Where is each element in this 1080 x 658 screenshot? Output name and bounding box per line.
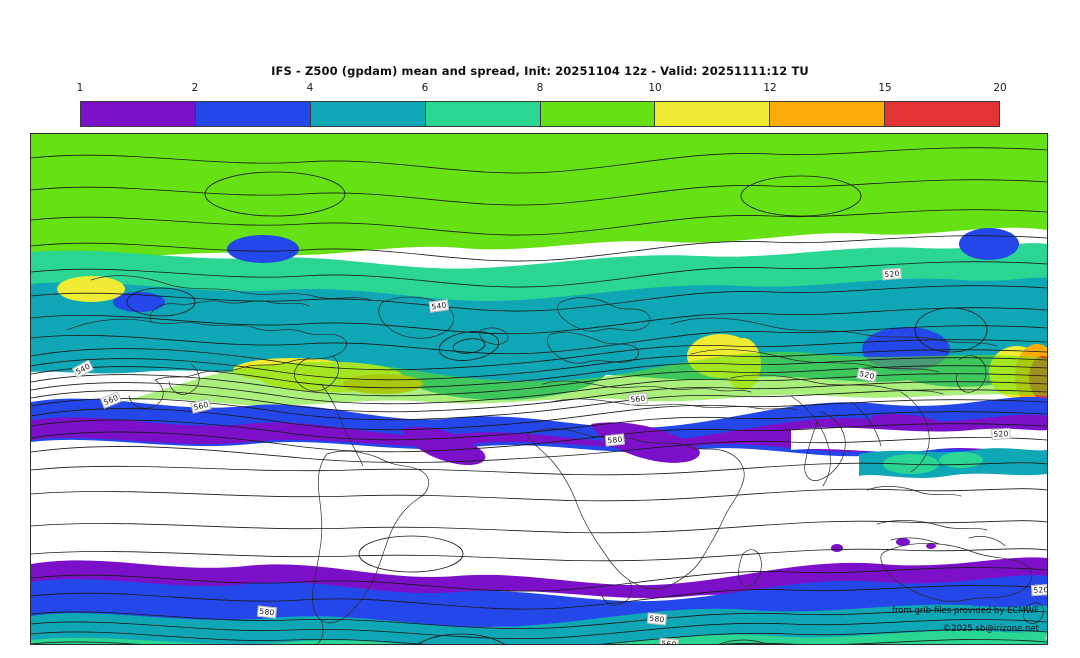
colorbar-tick-2: 2: [191, 82, 199, 94]
contour-label-580: 580: [604, 433, 626, 447]
colorbar-segment-6-8: [424, 102, 540, 126]
colorbar-segment-1-2: [81, 102, 195, 126]
map-frame: 5405205405605605605805205205805605405205…: [30, 133, 1048, 645]
colorbar-segment-10-12: [654, 102, 770, 126]
contour-label-520: 520: [1031, 583, 1047, 597]
colorbar-container: 1 2 4 6 8 10 12 15 20: [77, 82, 1007, 127]
copyright-credit: ©2025 sb@irizone.net: [942, 624, 1039, 634]
colorbar-tick-6: 6: [421, 82, 429, 94]
contour-label-580: 580: [646, 612, 668, 626]
contour-label-520: 520: [991, 427, 1011, 441]
colorbar-tick-20: 20: [993, 82, 1007, 94]
colorbar-segment-4-6: [309, 102, 425, 126]
colorbar-tick-8: 8: [536, 82, 544, 94]
colorbar-segment-2-4: [194, 102, 310, 126]
colorbar: [80, 101, 1000, 127]
colorbar-tick-labels: 1 2 4 6 8 10 12 15 20: [76, 82, 1007, 98]
colorbar-tick-15: 15: [878, 82, 892, 94]
contour-label-560: 560: [659, 637, 679, 644]
colorbar-tick-12: 12: [763, 82, 777, 94]
colorbar-segment-15-20: [884, 102, 999, 126]
colorbar-tick-10: 10: [648, 82, 662, 94]
data-source-credit: from grib files provided by ECMWF: [892, 606, 1039, 616]
colorbar-tick-4: 4: [306, 82, 314, 94]
contour-label-520: 520: [881, 267, 903, 281]
chart-title: IFS - Z500 (gpdam) mean and spread, Init…: [271, 64, 809, 78]
map-canvas: [31, 134, 1047, 644]
contour-label-560: 560: [627, 392, 649, 406]
contour-label-580: 580: [256, 605, 278, 619]
colorbar-tick-1: 1: [76, 82, 84, 94]
colorbar-segment-8-10: [539, 102, 655, 126]
colorbar-segment-12-15: [769, 102, 885, 126]
